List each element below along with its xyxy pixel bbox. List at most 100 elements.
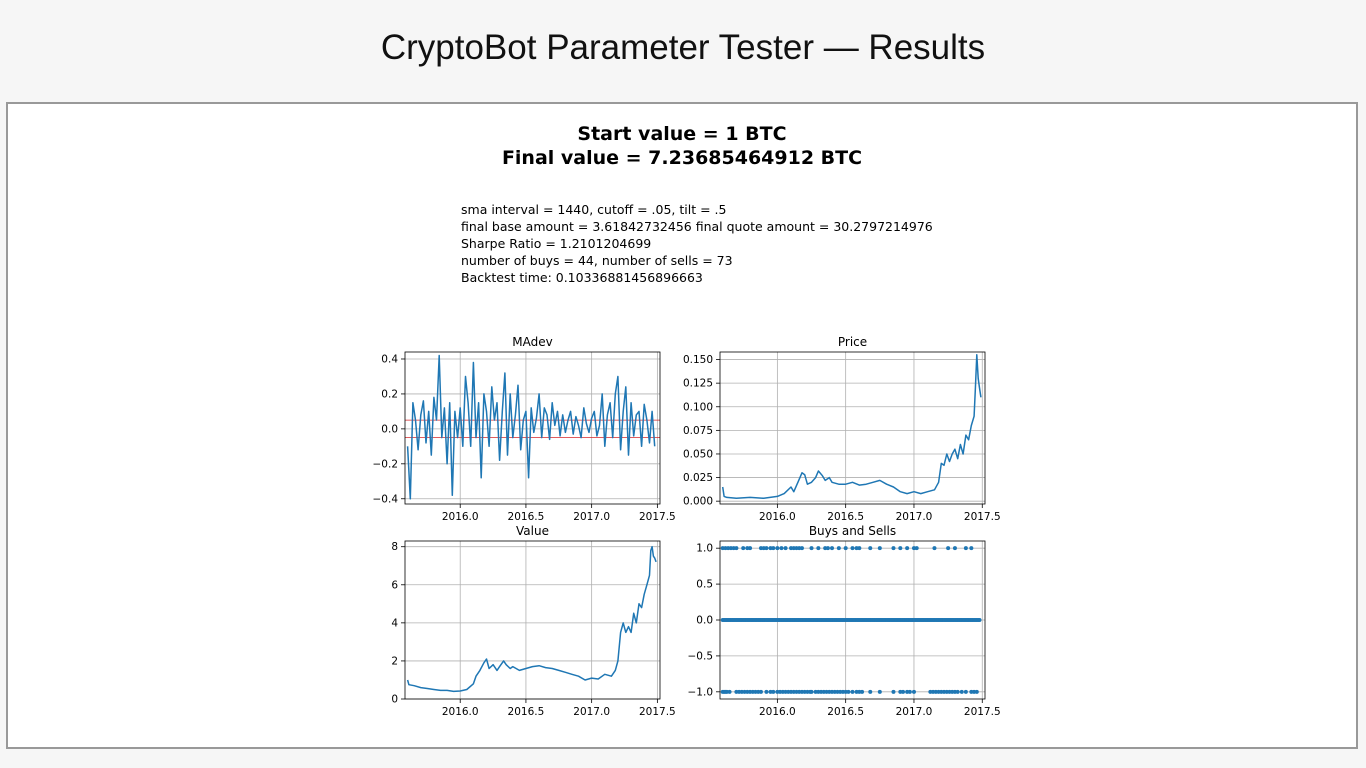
buy-point bbox=[969, 546, 974, 551]
y-tick-label: 0.000 bbox=[683, 496, 713, 508]
sell-point bbox=[959, 689, 964, 694]
axes-frame bbox=[404, 540, 661, 700]
chart-title: Value bbox=[516, 524, 549, 538]
y-tick-label: 2 bbox=[391, 655, 398, 667]
sell-point bbox=[771, 689, 776, 694]
page-title: CryptoBot Parameter Tester — Results bbox=[380, 28, 986, 67]
buy-point bbox=[779, 546, 784, 551]
buy-point bbox=[775, 546, 780, 551]
chart-title: Price bbox=[838, 335, 867, 349]
sell-point bbox=[911, 689, 916, 694]
buy-point bbox=[748, 546, 753, 551]
sell-point bbox=[809, 689, 814, 694]
y-tick-label: 1.0 bbox=[696, 543, 713, 555]
y-tick-label: −1.0 bbox=[688, 686, 714, 698]
y-tick-label: 0.075 bbox=[683, 425, 713, 437]
series-line bbox=[406, 354, 656, 500]
param-line: Sharpe Ratio = 1.2101204699 bbox=[461, 236, 652, 251]
y-tick-label: −0.5 bbox=[688, 650, 714, 662]
y-tick-label: 0.025 bbox=[683, 472, 713, 484]
x-tick-label: 2016.0 bbox=[442, 706, 479, 718]
buy-point bbox=[857, 546, 862, 551]
chart-3: 2016.0 2016.5 2017.0 2017.5 −1.0 −0.5 0.0 0.5 1.… bbox=[688, 524, 1001, 718]
sell-point bbox=[963, 689, 968, 694]
buy-point bbox=[877, 546, 882, 551]
y-tick-label: 0.100 bbox=[683, 401, 713, 413]
sell-point bbox=[764, 689, 769, 694]
y-tick-label: 0.2 bbox=[381, 388, 398, 400]
y-tick-label: 0.150 bbox=[683, 354, 713, 366]
sell-point bbox=[850, 689, 855, 694]
buy-point bbox=[850, 546, 855, 551]
results-panel: Start value = 1 BTC Final value = 7.2368… bbox=[6, 102, 1358, 749]
start-value: Start value = 1 BTC bbox=[577, 123, 787, 145]
series-line bbox=[406, 545, 657, 693]
chart-1: 2016.0 2016.5 2017.0 2017.5 0.000 0.025 0.050 0… bbox=[683, 335, 1001, 523]
buy-point bbox=[868, 546, 873, 551]
y-tick-label: 8 bbox=[391, 541, 398, 553]
series-line bbox=[721, 354, 982, 500]
y-tick-label: 0.5 bbox=[696, 579, 713, 591]
buy-point bbox=[963, 546, 968, 551]
buy-point bbox=[734, 546, 739, 551]
buy-point bbox=[946, 546, 951, 551]
parameters-block: sma interval = 1440, cutoff = .05, tilt … bbox=[461, 201, 933, 286]
x-tick-label: 2016.5 bbox=[508, 511, 545, 523]
buy-point bbox=[741, 546, 746, 551]
buy-point bbox=[891, 546, 896, 551]
buy-point bbox=[825, 546, 830, 551]
param-line: sma interval = 1440, cutoff = .05, tilt … bbox=[461, 202, 727, 217]
buy-point bbox=[898, 546, 903, 551]
x-tick-label: 2016.0 bbox=[759, 511, 796, 523]
sell-point bbox=[891, 689, 896, 694]
x-tick-label: 2016.5 bbox=[827, 706, 864, 718]
param-line: final base amount = 3.61842732456 final … bbox=[461, 219, 933, 234]
y-tick-label: 6 bbox=[391, 579, 398, 591]
hold-point bbox=[977, 618, 982, 622]
y-tick-label: −0.2 bbox=[373, 458, 399, 470]
x-tick-label: 2016.5 bbox=[508, 706, 545, 718]
y-tick-label: 0.0 bbox=[381, 423, 398, 435]
buy-point bbox=[952, 546, 957, 551]
sell-point bbox=[868, 689, 873, 694]
buy-point bbox=[932, 546, 937, 551]
buy-point bbox=[836, 546, 841, 551]
sell-point bbox=[955, 689, 960, 694]
buy-point bbox=[809, 546, 814, 551]
buy-point bbox=[830, 546, 835, 551]
y-tick-label: 0.125 bbox=[683, 378, 713, 390]
y-tick-label: 0.0 bbox=[696, 615, 713, 627]
buy-point bbox=[799, 546, 804, 551]
sell-point bbox=[727, 689, 732, 694]
buy-point bbox=[764, 546, 769, 551]
buy-point bbox=[843, 546, 848, 551]
x-tick-label: 2017.5 bbox=[639, 706, 676, 718]
x-tick-label: 2016.0 bbox=[442, 511, 479, 523]
buy-point bbox=[783, 546, 788, 551]
buy-point bbox=[771, 546, 776, 551]
x-tick-label: 2017.0 bbox=[573, 511, 610, 523]
chart-2: 2016.0 2016.5 2017.0 2017.5 0 2 4 6 8 Value bbox=[391, 524, 675, 718]
buy-point bbox=[914, 546, 919, 551]
chart-0: 2016.0 2016.5 2017.0 2017.5 −0.4 −0.2 0.0 0.2 0.… bbox=[373, 335, 676, 523]
sell-point bbox=[860, 689, 865, 694]
y-tick-label: 0 bbox=[391, 694, 398, 706]
y-tick-label: 0.050 bbox=[683, 448, 713, 460]
charts-figure: 2016.0 2016.5 2017.0 2017.5 −0.4 −0.2 0.0 0.2 0.… bbox=[373, 335, 1001, 718]
final-value: Final value = 7.23685464912 BTC bbox=[501, 147, 863, 169]
buy-point bbox=[905, 546, 910, 551]
x-tick-label: 2017.0 bbox=[573, 706, 610, 718]
x-tick-label: 2017.5 bbox=[639, 511, 676, 523]
sell-point bbox=[907, 689, 912, 694]
x-tick-label: 2017.5 bbox=[964, 706, 1001, 718]
sell-point bbox=[901, 689, 906, 694]
sell-point bbox=[846, 689, 851, 694]
chart-title: Buys and Sells bbox=[809, 524, 896, 538]
x-tick-label: 2017.5 bbox=[964, 511, 1001, 523]
chart-title: MAdev bbox=[512, 335, 552, 349]
x-tick-label: 2016.5 bbox=[827, 511, 864, 523]
x-tick-label: 2016.0 bbox=[759, 706, 796, 718]
y-tick-label: −0.4 bbox=[373, 493, 399, 505]
sell-point bbox=[877, 689, 882, 694]
x-tick-label: 2017.0 bbox=[896, 511, 933, 523]
